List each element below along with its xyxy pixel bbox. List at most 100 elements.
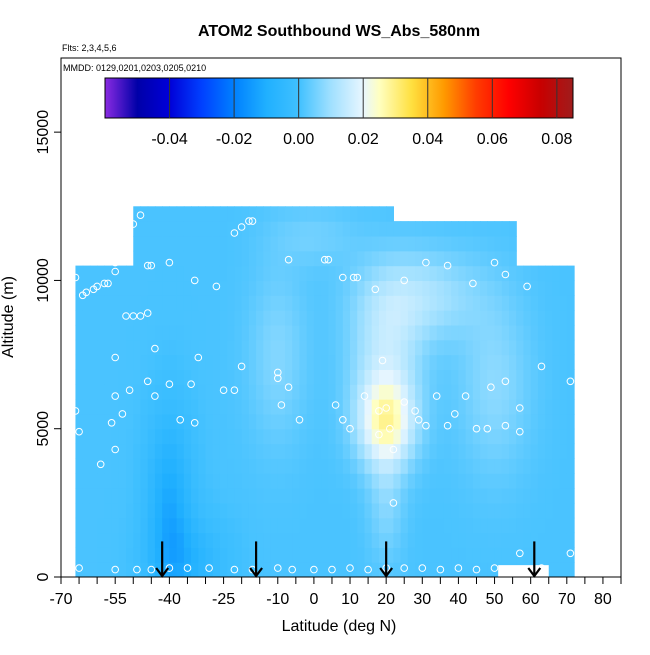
heatmap-cell	[270, 235, 279, 252]
heatmap-cell	[371, 517, 380, 534]
heatmap-cell	[219, 339, 228, 356]
heatmap-cell	[169, 280, 178, 296]
heatmap-cell	[277, 295, 286, 311]
heatmap-cell	[342, 473, 351, 489]
heatmap-cell	[212, 310, 221, 326]
heatmap-cell	[472, 369, 481, 385]
heatmap-cell	[299, 339, 308, 356]
heatmap-cell	[285, 206, 293, 222]
heatmap-cell	[162, 206, 170, 222]
heatmap-cell	[501, 280, 510, 296]
heatmap-cell	[176, 339, 185, 356]
heatmap-cell	[386, 235, 394, 252]
heatmap-cell	[516, 280, 525, 296]
heatmap-cell	[285, 354, 293, 370]
heatmap-cell	[545, 399, 553, 415]
heatmap-cell	[183, 354, 192, 370]
heatmap-cell	[357, 206, 366, 222]
heatmap-cell	[133, 369, 142, 385]
heatmap-cell	[443, 295, 452, 311]
flight-sample	[483, 424, 492, 433]
heatmap-cell	[111, 488, 120, 504]
heatmap-cell	[205, 562, 214, 577]
heatmap-cell	[227, 473, 236, 489]
heatmap-cell	[350, 324, 358, 341]
flight-sample	[469, 279, 477, 288]
heatmap-cell	[169, 502, 178, 519]
heatmap-cell	[321, 265, 329, 282]
heatmap-cell	[133, 324, 142, 341]
heatmap-cell	[75, 562, 84, 577]
heatmap-cell	[559, 428, 568, 445]
heatmap-cell	[451, 250, 460, 267]
heatmap-cell	[82, 310, 91, 326]
heatmap-cell	[501, 384, 510, 400]
heatmap-cell	[415, 310, 423, 326]
heatmap-cell	[407, 547, 416, 563]
heatmap-cell	[198, 369, 207, 385]
heatmap-cell	[480, 473, 488, 489]
heatmap-cell	[111, 458, 120, 474]
heatmap-cell	[147, 310, 156, 326]
heatmap-cell	[400, 502, 409, 519]
heatmap-cell	[523, 310, 532, 326]
heatmap-cell	[480, 384, 488, 400]
heatmap-cell	[162, 413, 170, 430]
heatmap-cell	[451, 502, 460, 519]
flight-sample	[111, 353, 119, 362]
heatmap-cell	[133, 443, 142, 459]
heatmap-cell	[212, 399, 221, 415]
heatmap-cell	[371, 399, 380, 415]
heatmap-cell	[523, 354, 532, 370]
heatmap-cell	[516, 295, 525, 311]
heatmap-cell	[212, 221, 221, 237]
heatmap-cell	[270, 399, 279, 415]
heatmap-cell	[364, 384, 373, 400]
heatmap-cell	[82, 473, 91, 489]
heatmap-cell	[451, 532, 460, 548]
heatmap-cell	[443, 413, 452, 430]
heatmap-cell	[140, 488, 149, 504]
flight-sample	[96, 460, 105, 469]
heatmap-cell	[126, 339, 134, 356]
heatmap-cell	[364, 221, 373, 237]
flight-sample	[143, 261, 152, 270]
heatmap-cell	[378, 443, 387, 459]
heatmap-cell	[126, 562, 134, 577]
heatmap-cell	[118, 413, 127, 430]
heatmap-cell	[472, 473, 481, 489]
heatmap-cell	[342, 339, 351, 356]
heatmap-cell	[89, 354, 98, 370]
heatmap-cell	[357, 235, 366, 252]
heatmap-cell	[480, 310, 488, 326]
heatmap-cell	[458, 295, 467, 311]
heatmap-cell	[386, 473, 394, 489]
heatmap-cell	[154, 354, 163, 370]
heatmap-cell	[133, 428, 142, 445]
heatmap-cell	[371, 310, 380, 326]
heatmap-cell	[198, 443, 207, 459]
heatmap-cell	[566, 265, 575, 282]
heatmap-cell	[234, 295, 243, 311]
heatmap-cell	[219, 428, 228, 445]
heatmap-cell	[140, 473, 149, 489]
heatmap-cell	[559, 547, 568, 563]
heatmap-cell	[191, 250, 199, 267]
heatmap-cell	[400, 324, 409, 341]
heatmap-cell	[169, 399, 178, 415]
heatmap-cell	[451, 443, 460, 459]
heatmap-cell	[111, 339, 120, 356]
heatmap-cell	[509, 339, 517, 356]
heatmap-cell	[140, 532, 149, 548]
heatmap-cell	[386, 517, 394, 534]
heatmap-cell	[169, 384, 178, 400]
heatmap-cell	[176, 206, 185, 222]
heatmap-cell	[378, 324, 387, 341]
heatmap-cell	[393, 413, 402, 430]
heatmap-cell	[169, 428, 178, 445]
heatmap-cell	[321, 354, 329, 370]
heatmap-cell	[234, 502, 243, 519]
heatmap-cell	[270, 473, 279, 489]
heatmap-cell	[118, 458, 127, 474]
heatmap-cell	[472, 295, 481, 311]
